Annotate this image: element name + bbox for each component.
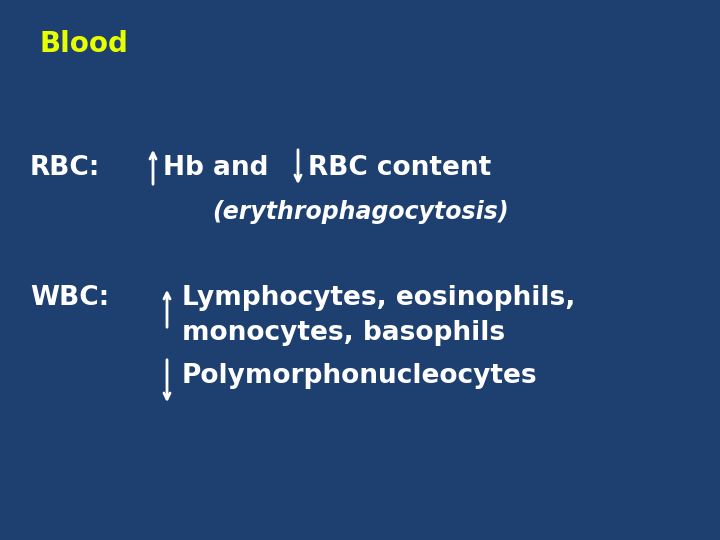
Text: Polymorphonucleocytes: Polymorphonucleocytes (182, 363, 538, 389)
Text: Blood: Blood (40, 30, 129, 58)
Text: RBC:: RBC: (30, 155, 100, 181)
Text: WBC:: WBC: (30, 285, 109, 311)
Text: monocytes, basophils: monocytes, basophils (182, 320, 505, 346)
Text: Hb and: Hb and (163, 155, 269, 181)
Text: RBC content: RBC content (308, 155, 491, 181)
Text: Lymphocytes, eosinophils,: Lymphocytes, eosinophils, (182, 285, 575, 311)
Text: (erythrophagocytosis): (erythrophagocytosis) (212, 200, 508, 224)
